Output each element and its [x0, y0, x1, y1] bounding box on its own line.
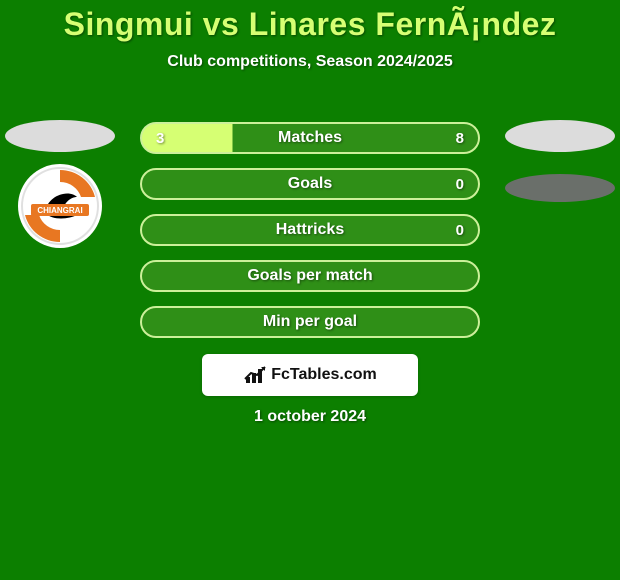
stat-bar-hattricks: Hattricks0: [140, 214, 480, 246]
stat-value-left: 3: [156, 124, 164, 152]
generation-date: 1 october 2024: [0, 408, 620, 426]
stat-label: Goals per match: [142, 262, 478, 290]
left-player-column: CHIANGRAI: [5, 120, 115, 248]
page-title: Singmui vs Linares FernÃ¡ndez: [0, 6, 620, 43]
stat-label: Min per goal: [142, 308, 478, 336]
left-club-badge: CHIANGRAI: [18, 164, 102, 248]
stat-bar-min-per-goal: Min per goal: [140, 306, 480, 338]
stat-label: Hattricks: [142, 216, 478, 244]
subtitle: Club competitions, Season 2024/2025: [0, 53, 620, 71]
stat-bar-matches: Matches3 8: [140, 122, 480, 154]
comparison-bars: Matches38Goals0Hattricks0Goals per match…: [140, 122, 480, 338]
stat-bar-goals-per-match: Goals per match: [140, 260, 480, 292]
right-club-flag: [505, 174, 615, 202]
stat-value-right: 0: [456, 170, 464, 198]
stat-label: Goals: [142, 170, 478, 198]
right-player-column: [505, 120, 615, 202]
stat-label: Matches: [142, 124, 478, 152]
stat-value-right: 0: [456, 216, 464, 244]
svg-text:CHIANGRAI: CHIANGRAI: [37, 206, 82, 215]
stat-value-right: 8: [456, 124, 464, 152]
brand-watermark: FcTables.com: [202, 354, 418, 396]
right-country-flag: [505, 120, 615, 152]
left-country-flag: [5, 120, 115, 152]
stat-bar-goals: Goals0: [140, 168, 480, 200]
club-crest-icon: CHIANGRAI: [21, 167, 99, 245]
brand-chart-icon: [243, 365, 269, 385]
brand-text: FcTables.com: [271, 366, 377, 384]
